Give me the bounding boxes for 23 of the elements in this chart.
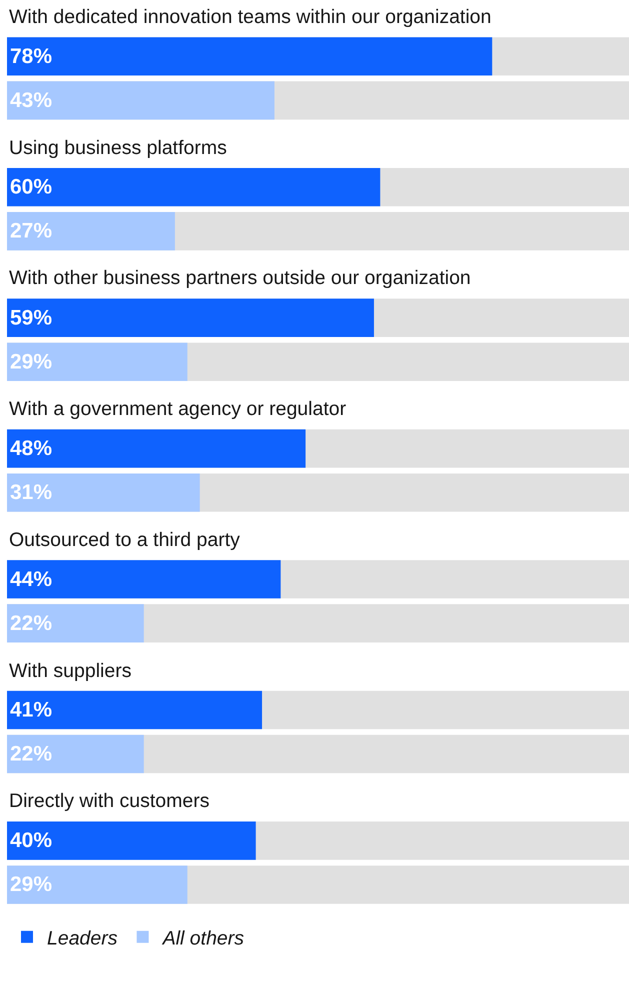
legend-label: Leaders [47,928,118,950]
data-label: 22% [10,742,52,766]
data-label: 44% [10,568,52,591]
y-tick-label: With a government agency or regulator [9,398,347,420]
data-label: 60% [10,176,52,199]
data-label: 22% [10,612,52,635]
data-label: 41% [10,698,52,722]
legend-label: All others [162,928,244,950]
data-label: 78% [10,44,52,68]
y-tick-label: With other business partners outside our organization [9,267,471,289]
data-label: 31% [10,481,52,504]
data-label: 43% [10,88,52,112]
data-label: 29% [10,873,52,896]
y-tick-label: Outsourced to a third party [9,529,240,551]
data-label: 40% [10,829,52,852]
y-tick-label: With suppliers [9,660,132,682]
data-label: 48% [10,437,52,460]
data-label: 29% [10,350,52,374]
data-label: 59% [10,306,52,330]
y-tick-label: With dedicated innovation teams within our organization [9,6,492,28]
data-label: 27% [10,220,52,243]
y-tick-label: Using business platforms [9,137,228,159]
y-tick-label: Directly with customers [9,790,210,812]
